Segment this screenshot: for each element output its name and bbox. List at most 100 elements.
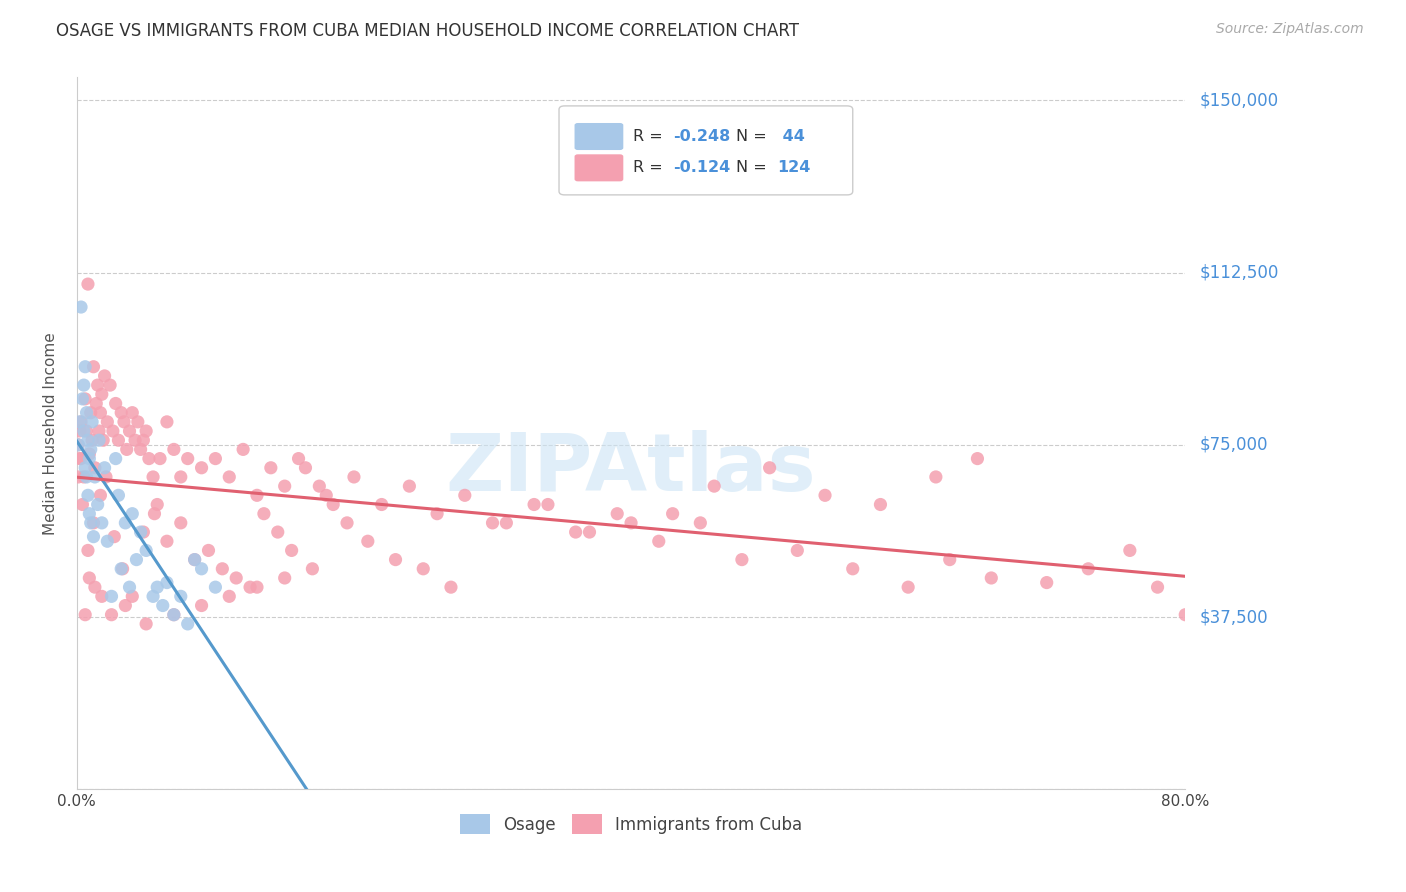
- Point: [101, 424, 124, 438]
- Point: [938, 552, 960, 566]
- Point: [142, 590, 165, 604]
- Point: [75, 392, 97, 406]
- Point: [177, 451, 200, 466]
- Point: [190, 599, 212, 613]
- Point: [190, 460, 212, 475]
- Point: [842, 562, 865, 576]
- Point: [107, 488, 129, 502]
- Point: [70, 415, 93, 429]
- Point: [897, 580, 920, 594]
- Point: [170, 516, 193, 530]
- Point: [69, 451, 91, 466]
- Point: [82, 530, 104, 544]
- Point: [75, 359, 97, 374]
- Point: [620, 516, 643, 530]
- Point: [606, 507, 628, 521]
- Point: [87, 434, 110, 448]
- Point: [89, 488, 111, 502]
- Text: R =: R =: [633, 161, 668, 176]
- Point: [82, 434, 104, 448]
- Point: [156, 534, 179, 549]
- Point: [370, 498, 392, 512]
- Point: [135, 543, 157, 558]
- Point: [82, 516, 104, 530]
- Point: [125, 552, 148, 566]
- Point: [156, 575, 179, 590]
- Point: [96, 415, 118, 429]
- Point: [76, 424, 98, 438]
- Point: [177, 616, 200, 631]
- Text: Source: ZipAtlas.com: Source: ZipAtlas.com: [1216, 22, 1364, 37]
- Point: [121, 590, 143, 604]
- Point: [79, 451, 101, 466]
- Point: [79, 507, 101, 521]
- Point: [163, 607, 186, 622]
- Point: [86, 498, 108, 512]
- Point: [211, 562, 233, 576]
- Point: [75, 607, 97, 622]
- Legend: Osage, Immigrants from Cuba: Osage, Immigrants from Cuba: [460, 814, 803, 834]
- Point: [156, 415, 179, 429]
- Point: [301, 562, 323, 576]
- Point: [384, 552, 406, 566]
- Point: [287, 451, 309, 466]
- Point: [79, 447, 101, 461]
- Point: [260, 460, 283, 475]
- Point: [294, 460, 316, 475]
- Point: [83, 470, 105, 484]
- Point: [93, 368, 115, 383]
- Point: [163, 442, 186, 457]
- Point: [440, 580, 463, 594]
- Point: [129, 524, 152, 539]
- Text: OSAGE VS IMMIGRANTS FROM CUBA MEDIAN HOUSEHOLD INCOME CORRELATION CHART: OSAGE VS IMMIGRANTS FROM CUBA MEDIAN HOU…: [56, 22, 799, 40]
- Point: [129, 442, 152, 457]
- Point: [239, 580, 262, 594]
- Point: [83, 580, 105, 594]
- Point: [90, 387, 112, 401]
- Text: 124: 124: [778, 161, 811, 176]
- Point: [170, 470, 193, 484]
- Point: [121, 406, 143, 420]
- Point: [1174, 607, 1197, 622]
- Point: [343, 470, 366, 484]
- Point: [481, 516, 503, 530]
- Point: [84, 396, 107, 410]
- Point: [426, 507, 449, 521]
- Y-axis label: Median Household Income: Median Household Income: [44, 332, 58, 534]
- Point: [703, 479, 725, 493]
- Point: [980, 571, 1002, 585]
- Point: [72, 392, 94, 406]
- Point: [135, 424, 157, 438]
- Point: [98, 378, 121, 392]
- Text: R =: R =: [633, 129, 668, 144]
- Point: [869, 498, 891, 512]
- Point: [280, 543, 302, 558]
- Point: [94, 470, 117, 484]
- Point: [132, 434, 155, 448]
- Point: [149, 451, 172, 466]
- Text: 44: 44: [778, 129, 806, 144]
- Point: [132, 524, 155, 539]
- Point: [564, 524, 586, 539]
- Point: [322, 498, 344, 512]
- Point: [77, 277, 100, 291]
- Point: [523, 498, 546, 512]
- Point: [80, 442, 103, 457]
- Point: [814, 488, 837, 502]
- Point: [648, 534, 671, 549]
- Point: [110, 562, 132, 576]
- Point: [104, 396, 127, 410]
- Point: [225, 571, 247, 585]
- Point: [76, 406, 98, 420]
- Point: [232, 442, 254, 457]
- Point: [197, 543, 219, 558]
- Point: [183, 552, 205, 566]
- Point: [578, 524, 600, 539]
- Point: [1146, 580, 1168, 594]
- Point: [163, 607, 186, 622]
- Point: [170, 590, 193, 604]
- Point: [966, 451, 988, 466]
- Point: [124, 434, 146, 448]
- Point: [67, 438, 90, 452]
- Point: [82, 415, 104, 429]
